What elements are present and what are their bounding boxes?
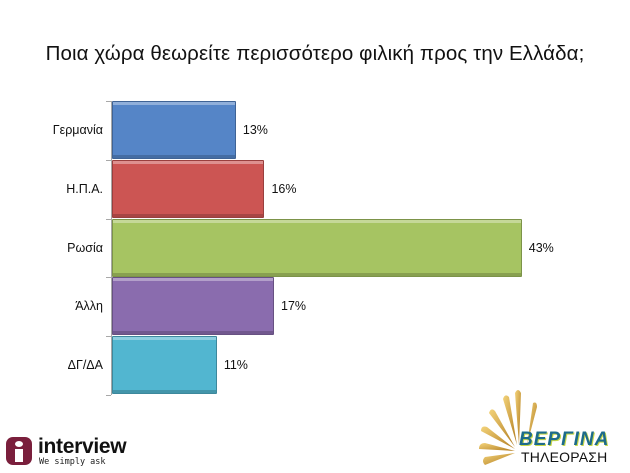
vergina-tv-logo: ΒΕΡΓΙΝΑ ΤΗΛΕΟΡΑΣΗ	[475, 385, 625, 470]
bar	[112, 159, 265, 218]
vergina-logo-subtitle: ΤΗΛΕΟΡΑΣΗ	[521, 449, 608, 465]
value-label: 43%	[528, 240, 554, 255]
info-icon	[6, 437, 32, 465]
value-label: 13%	[242, 123, 268, 137]
category-label: Ρωσία	[67, 240, 103, 255]
axis-tick	[106, 218, 111, 220]
category-label: Γερμανία	[52, 123, 103, 137]
bar	[112, 218, 522, 277]
bar	[112, 336, 217, 395]
axis-tick	[106, 159, 111, 161]
value-label: 17%	[281, 299, 307, 314]
bar-row: Γερμανία 13%	[0, 101, 630, 160]
category-label: Η.Π.Α.	[66, 181, 103, 196]
bar	[112, 277, 274, 336]
category-axis	[111, 101, 112, 395]
axis-tick	[106, 336, 111, 338]
interview-logo-tagline: We simply ask	[39, 457, 106, 467]
value-label: 16%	[271, 181, 297, 196]
axis-tick	[106, 395, 111, 396]
vergina-logo-name: ΒΕΡΓΙΝΑ	[519, 429, 610, 450]
axis-tick	[106, 101, 111, 102]
chart-title: Ποια χώρα θεωρείτε περισσότερο φιλική πρ…	[45, 42, 585, 65]
bar	[112, 101, 236, 159]
category-label: Άλλη	[75, 299, 103, 314]
category-label: ΔΓ/ΔΑ	[67, 358, 103, 373]
bar-row: ΔΓ/ΔΑ 11%	[0, 336, 630, 395]
bar-row: Ρωσία 43%	[0, 218, 630, 278]
interview-logo-text: interview	[38, 435, 127, 458]
vergina-sun-icon	[479, 390, 537, 465]
axis-tick	[106, 277, 111, 279]
bar-row: Η.Π.Α. 16%	[0, 159, 630, 219]
value-label: 11%	[223, 358, 248, 373]
bar-row: Άλλη 17%	[0, 277, 630, 336]
